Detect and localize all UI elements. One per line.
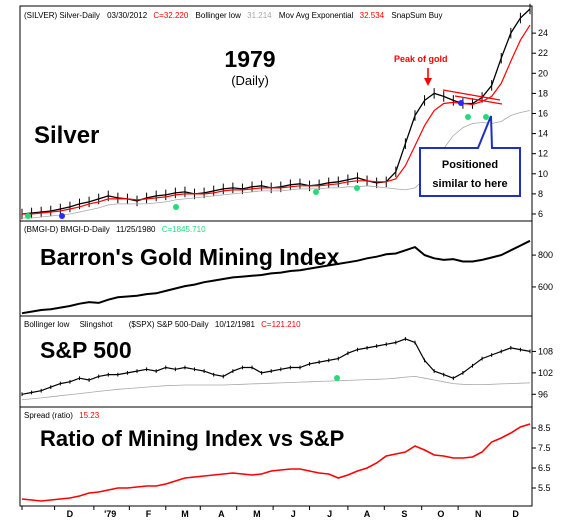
- gold-name: Barron's Gold Mining Index: [40, 244, 340, 270]
- gold-y-tick-label: 800: [538, 250, 553, 260]
- ratio-y-tick-label: 6.5: [538, 463, 551, 473]
- silver-subtitle: (Daily): [231, 73, 269, 88]
- x-tick-label: '79: [104, 509, 116, 519]
- signal-dot: [334, 375, 340, 381]
- silver-header-boll-value: 31.214: [247, 11, 272, 20]
- ratio-series-line-0: [21, 423, 531, 502]
- signal-dot: [313, 189, 319, 195]
- signal-dot: [465, 114, 471, 120]
- ratio-header-value: 15.23: [79, 411, 100, 420]
- sp-header-date: 10/12/1981: [215, 320, 256, 329]
- silver-header-symbol: (SILVER) Silver-Daily: [24, 11, 100, 20]
- silver-y-tick-label: 18: [538, 88, 548, 98]
- silver-header-snap: SnapSum Buy: [391, 11, 442, 20]
- silver-y-tick-label: 22: [538, 48, 548, 58]
- silver-header-ema-label: Mov Avg Exponential: [279, 11, 354, 20]
- sp-series-line-1: [21, 375, 531, 400]
- sp-header-close: C=121.210: [261, 320, 301, 329]
- silver-series-line-2: [22, 110, 531, 219]
- sp-y-tick-label: 108: [538, 346, 553, 356]
- peak-of-gold-label: Peak of gold: [394, 54, 448, 64]
- gold-series-line-0: [21, 239, 531, 315]
- support-line: [454, 95, 503, 105]
- sp-header-symbol: ($SPX) S&P 500-Daily: [129, 320, 209, 329]
- silver-title: 1979: [224, 46, 275, 72]
- gold-header-date: 11/25/1980: [116, 225, 156, 234]
- gold-header-symbol: (BMGI-D) BMGI-D-Daily: [24, 225, 110, 234]
- x-tick-label: J: [327, 509, 332, 519]
- sp-header-boll-label: Bollinger low: [24, 320, 70, 329]
- gold-header-close: C=1845.710: [162, 225, 206, 234]
- callout-line2: similar to here: [432, 178, 507, 190]
- silver-header-date: 03/30/2012: [107, 11, 148, 20]
- x-tick-label: J: [291, 509, 296, 519]
- x-tick-label: M: [253, 509, 261, 519]
- gold-y-tick-label: 600: [538, 282, 553, 292]
- silver-y-tick-label: 14: [538, 129, 548, 139]
- x-tick-label: D: [512, 509, 519, 519]
- ratio-panel-frame: [19, 406, 533, 507]
- x-tick-label: O: [437, 509, 444, 519]
- resistance-line: [442, 89, 501, 101]
- signal-dot: [173, 204, 179, 210]
- sp-y-tick-label: 102: [538, 368, 553, 378]
- x-tick-label: S: [401, 509, 407, 519]
- sp-name: S&P 500: [40, 337, 132, 363]
- ratio-y-tick-label: 7.5: [538, 443, 551, 453]
- silver-y-tick-label: 10: [538, 169, 548, 179]
- silver-header-boll-label: Bollinger low: [196, 11, 242, 20]
- silver-y-tick-label: 20: [538, 68, 548, 78]
- ratio-name: Ratio of Mining Index vs S&P: [40, 426, 344, 451]
- silver-y-tick-label: 12: [538, 149, 548, 159]
- x-tick-label: D: [67, 509, 74, 519]
- ratio-y-tick-label: 5.5: [538, 483, 551, 493]
- peak-arrow-icon: [424, 78, 432, 86]
- silver-header: (SILVER) Silver-Daily 03/30/2012 C=32.22…: [24, 11, 443, 20]
- x-tick-label: F: [146, 509, 152, 519]
- silver-header-ema-value: 32.534: [360, 11, 385, 20]
- ratio-y-tick-label: 8.5: [538, 423, 551, 433]
- silver-series-line-1: [22, 24, 531, 215]
- silver-y-tick-label: 8: [538, 189, 543, 199]
- signal-dot: [59, 213, 65, 219]
- callout-box: [419, 115, 521, 197]
- callout-line1: Positioned: [442, 159, 498, 171]
- x-tick-label: M: [181, 509, 189, 519]
- gold-header: (BMGI-D) BMGI-D-Daily 11/25/1980 C=1845.…: [24, 225, 206, 234]
- silver-name: Silver: [34, 122, 99, 149]
- signal-dot: [25, 213, 31, 219]
- sp-y-tick-label: 96: [538, 389, 548, 399]
- x-tick-label: A: [218, 509, 225, 519]
- sp-series-line-0: [21, 338, 531, 395]
- silver-y-tick-label: 16: [538, 109, 548, 119]
- sp-header-slingshot: Slingshot: [80, 320, 114, 329]
- signal-dot: [483, 114, 489, 120]
- ratio-header-label: Spread (ratio): [24, 411, 73, 420]
- silver-header-close: C=32.220: [153, 11, 188, 20]
- x-tick-label: N: [475, 509, 482, 519]
- silver-y-tick-label: 24: [538, 28, 548, 38]
- signal-dot: [458, 100, 464, 106]
- ratio-header: Spread (ratio) 15.23: [24, 411, 100, 420]
- x-tick-label: A: [364, 509, 371, 519]
- silver-y-tick-label: 6: [538, 209, 543, 219]
- signal-dot: [354, 185, 360, 191]
- sp-header: Bollinger low Slingshot ($SPX) S&P 500-D…: [24, 320, 301, 329]
